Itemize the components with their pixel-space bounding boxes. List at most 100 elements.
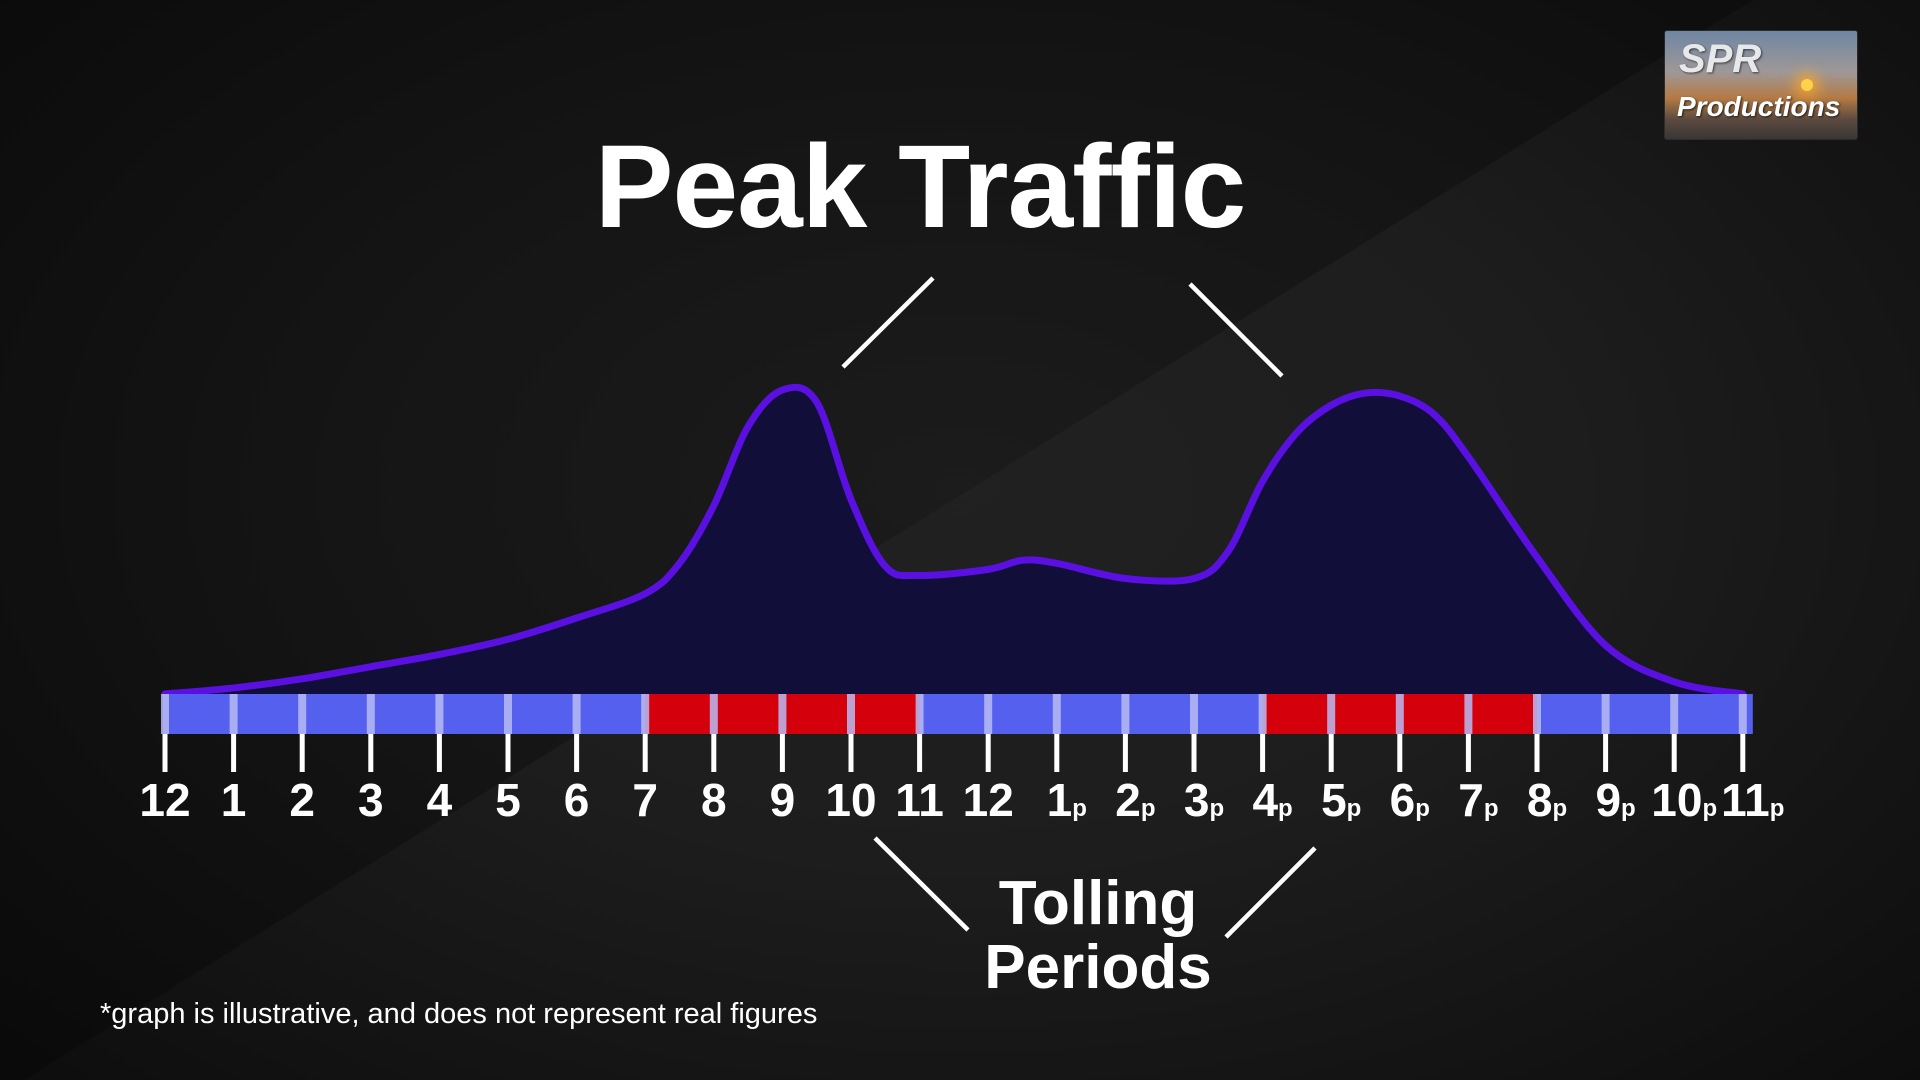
tick-mark: [985, 734, 991, 772]
tick-label-hour: 10: [825, 774, 876, 826]
bar-hour-separator: [1533, 694, 1541, 734]
tick-label: 11p: [1721, 774, 1784, 826]
tick-label: 5p: [1321, 774, 1361, 826]
tick-label-hour: 8: [701, 774, 727, 826]
tick-mark: [574, 734, 580, 772]
tick-mark: [1260, 734, 1266, 772]
tick-mark: [1122, 734, 1128, 772]
tick-label-hour: 11: [895, 774, 944, 826]
bar-hour-separator: [641, 694, 650, 734]
tick-mark: [1054, 734, 1060, 772]
tick-label-hour: 12: [139, 774, 190, 826]
curve-layer: [161, 383, 1747, 698]
tick-mark: [1603, 734, 1609, 772]
tick-mark: [162, 734, 168, 772]
tick-mark: [368, 734, 374, 772]
tick-mark: [1465, 734, 1471, 772]
tick-label: 5: [495, 774, 521, 826]
chart-footnote: *graph is illustrative, and does not rep…: [100, 998, 818, 1030]
tick-label-hour: 1: [221, 774, 247, 826]
tick-label-hour: 10: [1651, 774, 1702, 826]
tick-label: 1: [221, 774, 247, 826]
tick-label: 8p: [1527, 774, 1567, 826]
tick-label: 4: [427, 774, 453, 826]
tick-label-suffix: p: [1141, 795, 1156, 822]
tick-label-hour: 11: [1721, 774, 1770, 826]
tick-label: 3p: [1184, 774, 1224, 826]
tolling-pointer-right: [1224, 846, 1317, 939]
peak-pointer-left: [841, 276, 935, 369]
traffic-curve-line: [161, 383, 1747, 698]
tick-label: 6p: [1390, 774, 1430, 826]
bar-hour-separator: [1258, 694, 1267, 734]
bar-hour-separator: [709, 694, 718, 734]
bar-hour-separator: [1395, 694, 1404, 734]
tick-label-hour: 5: [495, 774, 521, 826]
bar-hour-separator: [778, 694, 787, 734]
tick-mark: [1740, 734, 1746, 772]
tick-mark: [1328, 734, 1334, 772]
bar-hour-separator: [229, 694, 238, 734]
tick-label: 3: [358, 774, 384, 826]
logo-line1: SPR: [1679, 37, 1762, 81]
tick-mark: [299, 734, 305, 772]
tick-mark: [917, 734, 923, 772]
bar-hour-separator: [504, 694, 512, 734]
bar-hour-separator: [435, 694, 444, 734]
tick-label-hour: 2: [289, 774, 315, 826]
bar-hour-separator: [984, 694, 993, 734]
tick-label-hour: 6: [1390, 774, 1416, 826]
logo-line2: Productions: [1677, 91, 1841, 122]
tick-label: 9: [770, 774, 796, 826]
bar-hour-separator: [1464, 694, 1473, 734]
tick-label-hour: 2: [1115, 774, 1141, 826]
tick-label-hour: 6: [564, 774, 590, 826]
bar-hour-separator: [1327, 694, 1336, 734]
tick-label-hour: 1: [1047, 774, 1073, 826]
tick-label-hour: 9: [1595, 774, 1621, 826]
tick-label-hour: 3: [1184, 774, 1210, 826]
tick-label-hour: 12: [963, 774, 1014, 826]
tick-label-suffix: p: [1209, 795, 1224, 822]
tick-label: 7p: [1458, 774, 1498, 826]
tick-label: 9p: [1595, 774, 1635, 826]
tick-label-suffix: p: [1621, 795, 1636, 822]
tick-label: 10: [825, 774, 876, 826]
bar-hour-separator: [1738, 694, 1747, 734]
tick-layer: [162, 734, 1746, 772]
tick-label: 12: [139, 774, 190, 826]
spr-productions-logo: SPR Productions: [1665, 31, 1857, 139]
bar-hour-separator: [1190, 694, 1198, 734]
tolling-label-line2: Periods: [984, 933, 1212, 1002]
tick-label-hour: 7: [632, 774, 658, 826]
tick-label-suffix: p: [1347, 795, 1362, 822]
tick-label-hour: 7: [1458, 774, 1484, 826]
tick-mark: [505, 734, 511, 772]
pointer-lines-layer: [841, 276, 1317, 939]
tick-label-suffix: p: [1484, 795, 1499, 822]
chart-title: Peak Traffic: [594, 121, 1246, 253]
bar-hour-separator: [915, 694, 924, 734]
peak-pointer-right: [1188, 282, 1284, 378]
tick-label: 10p: [1651, 774, 1717, 826]
tick-mark: [1671, 734, 1677, 772]
tolling-label-line1: Tolling: [998, 869, 1198, 938]
tick-label-suffix: p: [1552, 795, 1567, 822]
bar-hour-separator: [572, 694, 581, 734]
tick-label-suffix: p: [1278, 795, 1293, 822]
tick-label: 11: [895, 774, 944, 826]
bar-hour-separator: [1052, 694, 1061, 734]
tick-label-hour: 4: [1252, 774, 1278, 826]
tick-label: 2p: [1115, 774, 1155, 826]
tick-label: 12: [963, 774, 1014, 826]
tick-mark: [848, 734, 854, 772]
tick-label-hour: 4: [427, 774, 453, 826]
tolling-periods-label: Tolling Periods: [958, 872, 1238, 1000]
traffic-area-fill: [165, 387, 1743, 694]
tick-label: 6: [564, 774, 590, 826]
tick-mark: [1191, 734, 1197, 772]
tick-label-hour: 8: [1527, 774, 1553, 826]
tick-mark: [779, 734, 785, 772]
